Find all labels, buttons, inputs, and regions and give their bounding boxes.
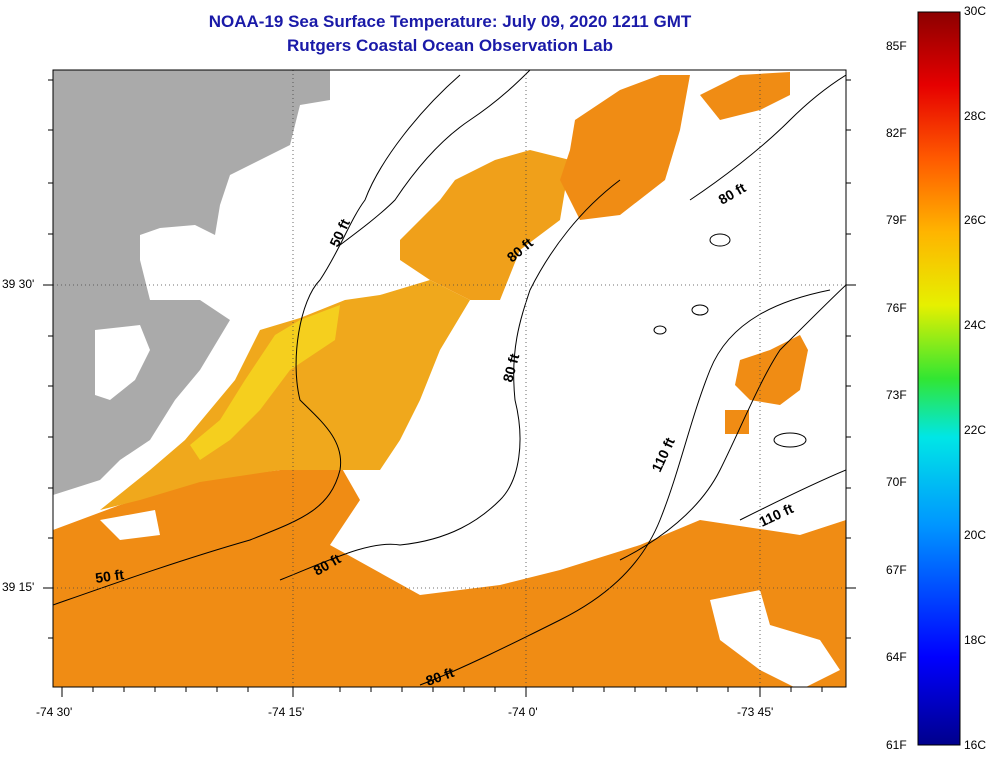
colorbar-c-label: 20C — [964, 528, 987, 542]
contour-label: 50 ft — [326, 216, 353, 249]
colorbar-f-label: 64F — [886, 650, 907, 664]
sst-field-nearshore-yellow — [190, 305, 340, 460]
sst-field-northeast — [700, 72, 790, 120]
lon-tick-label: -73 45' — [737, 705, 774, 719]
map-frame — [52, 69, 847, 688]
colorbar-f-label: 61F — [886, 738, 907, 752]
contour-label: 80 ft — [716, 179, 749, 207]
colorbar-c-label: 26C — [964, 213, 987, 227]
colorbar-c-label: 16C — [964, 738, 987, 752]
contour-label: 80 ft — [499, 352, 522, 384]
lat-tick-label: 39 15' — [2, 580, 35, 594]
colorbar-f-label: 73F — [886, 388, 907, 402]
lon-tick-label: -74 30' — [36, 705, 73, 719]
cloud-patch — [100, 510, 160, 540]
colorbar-f-label: 70F — [886, 475, 907, 489]
lon-tick-label: -74 0' — [508, 705, 538, 719]
colorbar-c-label: 24C — [964, 318, 987, 332]
contour-label: 110 ft — [648, 435, 678, 475]
sst-field-northcentral — [400, 150, 570, 300]
cloud-patch — [710, 590, 840, 687]
contour-label: 50 ft — [94, 566, 125, 586]
frame-ticks — [43, 79, 856, 697]
sst-field-east-patch — [735, 335, 808, 405]
land-mass-peninsula — [95, 325, 150, 400]
colorbar-c-label: 18C — [964, 633, 987, 647]
sst-field-north — [560, 75, 690, 220]
colorbar-f-label: 82F — [886, 126, 907, 140]
sst-field-inshore — [100, 280, 470, 510]
bathymetry-contours — [53, 70, 846, 686]
map-title: NOAA-19 Sea Surface Temperature: July 09… — [208, 12, 692, 31]
sst-field-east-dot — [725, 410, 749, 434]
colorbar-c-label: 22C — [964, 423, 987, 437]
colorbar-f-label: 67F — [886, 563, 907, 577]
sst-field-south — [53, 465, 846, 687]
colorbar-f-label: 76F — [886, 301, 907, 315]
contour-label: 110 ft — [757, 500, 797, 530]
graticule — [53, 70, 846, 687]
colorbar-f-label: 85F — [886, 39, 907, 53]
lat-tick-label: 39 30' — [2, 277, 35, 291]
colorbar-c-label: 28C — [964, 109, 987, 123]
map-subtitle: Rutgers Coastal Ocean Observation Lab — [287, 36, 613, 55]
temperature-colorbar — [917, 11, 961, 746]
colorbar-c-label: 30C — [964, 4, 987, 18]
colorbar-f-label: 79F — [886, 213, 907, 227]
lon-tick-label: -74 15' — [268, 705, 305, 719]
